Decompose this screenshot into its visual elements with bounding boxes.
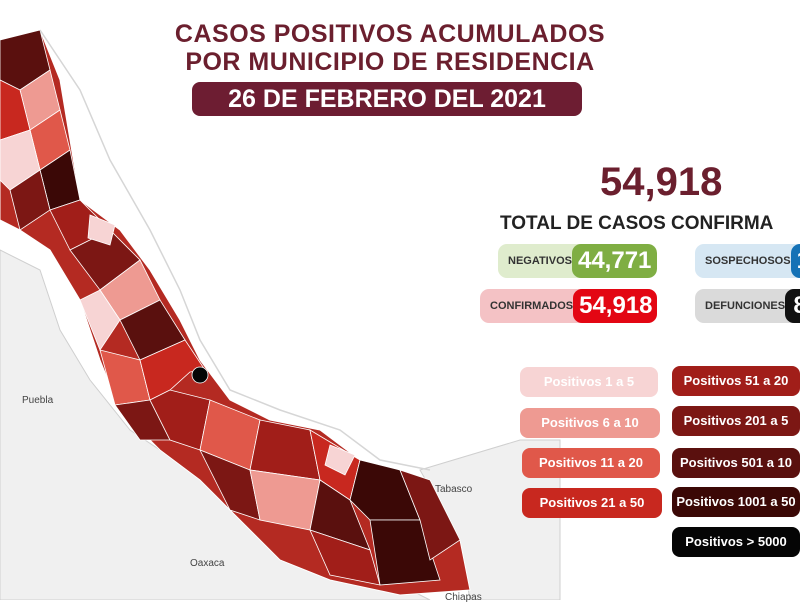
sospechosos-value: 1 [790,244,800,278]
sospechosos-badge: SOSPECHOSOS 1 [695,244,800,278]
date-banner: 26 DE FEBRERO DEL 2021 [192,82,582,116]
defunciones-badge: DEFUNCIONES 8 [695,289,800,323]
defunciones-label: DEFUNCIONES [705,300,786,312]
state-label-oaxaca: Oaxaca [190,558,225,569]
legend-item: Positivos > 5000 [672,527,800,557]
confirmados-label: CONFIRMADOS [490,300,574,312]
legend-item: Positivos 201 a 5 [672,406,800,436]
legend-item: Positivos 501 a 10 [672,448,800,478]
legend-item: Positivos 21 a 50 [522,488,662,518]
title-line-1: CASOS POSITIVOS ACUMULADOS [174,20,606,48]
confirmados-value: 54,918 [573,289,657,323]
negativos-label: NEGATIVOS [508,255,572,267]
negativos-badge: NEGATIVOS 44,771 [498,244,657,278]
negativos-value: 44,771 [571,244,657,278]
confirmados-badge: CONFIRMADOS 54,918 [480,289,657,323]
total-cases-value: 54,918 [600,160,723,204]
state-label-tabasco: Tabasco [435,484,473,495]
legend-item: Positivos 1 a 5 [520,367,658,397]
state-label-chiapas: Chiapas [445,592,482,603]
defunciones-value: 8 [785,289,800,323]
legend-item: Positivos 51 a 20 [672,366,800,396]
title-line-2: POR MUNICIPIO DE RESIDENCIA [185,48,595,76]
municipality-patches [0,29,461,586]
legend-item: Positivos 6 a 10 [520,408,660,438]
sospechosos-label: SOSPECHOSOS [705,255,791,267]
legend-item: Positivos 11 a 20 [522,448,660,478]
state-label-puebla: Puebla [22,395,54,406]
total-cases-label: TOTAL DE CASOS CONFIRMA [500,213,774,234]
coastline [39,29,431,471]
legend-item: Positivos 1001 a 50 [672,487,800,517]
